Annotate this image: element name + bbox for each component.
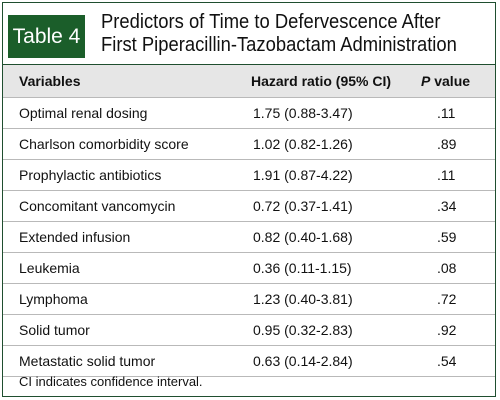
table-header: Table 4 Predictors of Time to Defervesce… — [3, 3, 495, 65]
cell-variable: Metastatic solid tumor — [19, 353, 156, 369]
table-row: Optimal renal dosing 1.75 (0.88-3.47) .1… — [3, 98, 495, 129]
table-row: Concomitant vancomycin 0.72 (0.37-1.41) … — [3, 191, 495, 222]
cell-p-value: .08 — [437, 260, 457, 276]
p-value-label-rest: value — [430, 73, 471, 89]
cell-hazard-ratio: 1.23 (0.40-3.81) — [253, 291, 353, 307]
cell-hazard-ratio: 0.63 (0.14-2.84) — [253, 353, 353, 369]
cell-hazard-ratio: 1.02 (0.82-1.26) — [253, 136, 353, 152]
cell-p-value: .11 — [437, 167, 456, 183]
footnote-text: CI indicates confidence interval. — [19, 374, 203, 389]
cell-hazard-ratio: 0.36 (0.11-1.15) — [253, 260, 352, 276]
cell-variable: Concomitant vancomycin — [19, 198, 176, 214]
cell-p-value: .54 — [437, 353, 457, 369]
cell-variable: Extended infusion — [19, 229, 131, 245]
cell-hazard-ratio: 0.72 (0.37-1.41) — [253, 198, 353, 214]
cell-variable: Lymphoma — [19, 291, 88, 307]
cell-hazard-ratio: 1.91 (0.87-4.22) — [253, 167, 353, 183]
table-row: Metastatic solid tumor 0.63 (0.14-2.84) … — [3, 346, 495, 377]
table-row: Charlson comorbidity score 1.02 (0.82-1.… — [3, 129, 495, 160]
table-title: Predictors of Time to Defervescence Afte… — [101, 11, 460, 57]
table-row: Extended infusion 0.82 (0.40-1.68) .59 — [3, 222, 495, 253]
table-row: Solid tumor 0.95 (0.32-2.83) .92 — [3, 315, 495, 346]
cell-variable: Prophylactic antibiotics — [19, 167, 162, 183]
cell-variable: Leukemia — [19, 260, 80, 276]
table-row: Leukemia 0.36 (0.11-1.15) .08 — [3, 253, 495, 284]
table-title-line-1: Predictors of Time to Defervescence Afte… — [101, 11, 441, 33]
column-header-variables: Variables — [19, 73, 81, 89]
table-row: Prophylactic antibiotics 1.91 (0.87-4.22… — [3, 160, 495, 191]
cell-hazard-ratio: 1.75 (0.88-3.47) — [253, 105, 353, 121]
cell-p-value: .59 — [437, 229, 457, 245]
table-body: Optimal renal dosing 1.75 (0.88-3.47) .1… — [3, 98, 495, 377]
cell-variable: Charlson comorbidity score — [19, 136, 189, 152]
cell-hazard-ratio: 0.82 (0.40-1.68) — [253, 229, 353, 245]
cell-variable: Optimal renal dosing — [19, 105, 148, 121]
cell-p-value: .11 — [437, 105, 456, 121]
p-value-italic-letter: P — [421, 73, 431, 89]
cell-p-value: .89 — [437, 136, 457, 152]
cell-p-value: .34 — [437, 198, 457, 214]
table-title-line-2: First Piperacillin-Tazobactam Administra… — [101, 34, 457, 56]
table-row: Lymphoma 1.23 (0.40-3.81) .72 — [3, 284, 495, 315]
column-header-hazard-ratio: Hazard ratio (95% CI) — [251, 73, 392, 89]
table-footnote: CI indicates confidence interval. — [3, 369, 495, 397]
cell-variable: Solid tumor — [19, 322, 90, 338]
cell-p-value: .72 — [437, 291, 457, 307]
table-frame: Table 4 Predictors of Time to Defervesce… — [2, 2, 496, 397]
cell-p-value: .92 — [437, 322, 457, 338]
cell-hazard-ratio: 0.95 (0.32-2.83) — [253, 322, 353, 338]
column-header-row: Variables Hazard ratio (95% CI) P value — [3, 65, 495, 98]
table-number-badge: Table 4 — [8, 15, 85, 58]
column-header-p-value: P value — [421, 73, 470, 89]
